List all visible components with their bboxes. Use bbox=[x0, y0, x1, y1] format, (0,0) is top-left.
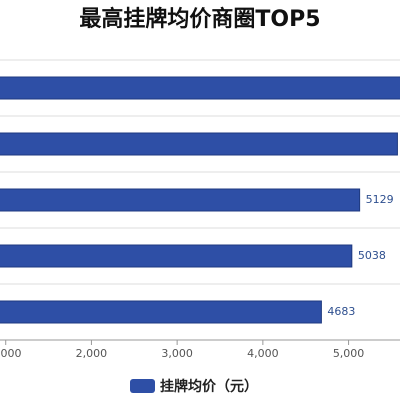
x-tick-label: 1,000 bbox=[0, 347, 21, 360]
bar bbox=[0, 244, 353, 268]
value-label: 5038 bbox=[358, 249, 386, 262]
bar bbox=[0, 132, 398, 156]
x-tick-label: 4,000 bbox=[247, 347, 279, 360]
bar bbox=[0, 188, 361, 212]
value-label: 4683 bbox=[327, 305, 355, 318]
x-tick-label: 5,000 bbox=[333, 347, 365, 360]
value-label: 5129 bbox=[366, 193, 394, 206]
x-tick-label: 3,000 bbox=[161, 347, 193, 360]
bar bbox=[0, 76, 400, 100]
legend-label: 挂牌均价（元） bbox=[160, 378, 258, 395]
legend-swatch bbox=[130, 379, 155, 393]
x-tick-label: 2,000 bbox=[76, 347, 108, 360]
chart-title: 最高挂牌均价商圈TOP5 bbox=[79, 6, 320, 32]
bar bbox=[0, 300, 322, 324]
